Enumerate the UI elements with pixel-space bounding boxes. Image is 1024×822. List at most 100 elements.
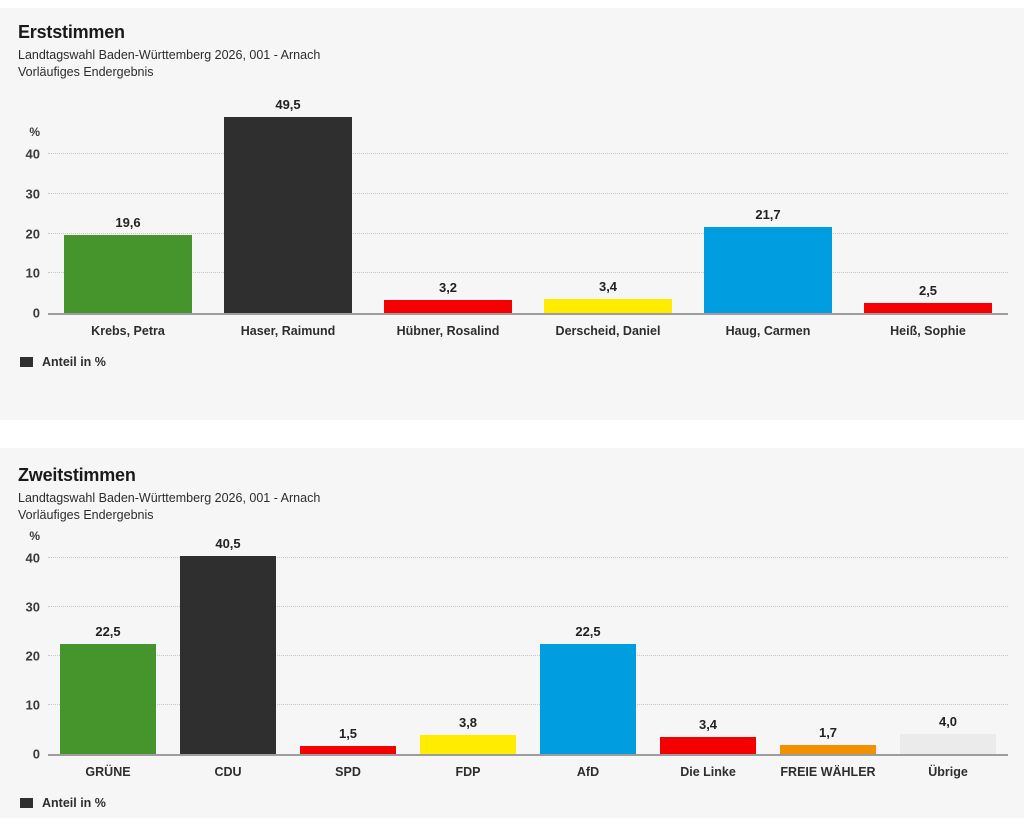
y-tick-label: 20 bbox=[25, 226, 40, 242]
bar-slot: 22,5 bbox=[48, 546, 168, 754]
y-tick-label: 20 bbox=[25, 648, 40, 664]
y-tick-label: 40 bbox=[25, 550, 40, 566]
bar-chart-zweitstimmen: 40 30 20 10 0% 22,5 40,5 1,5 3,8 22,5 3,4 1,7 4,0 GR… bbox=[26, 530, 1008, 779]
bar-slot: 4,0 bbox=[888, 546, 1008, 754]
bar-value-label: 4,0 bbox=[938, 714, 958, 730]
gridline bbox=[48, 654, 1008, 656]
bar: 21,7 bbox=[704, 208, 832, 313]
y-tick-label: 0 bbox=[32, 305, 40, 321]
bar-slot: 3,8 bbox=[408, 546, 528, 754]
bar-slot: 19,6 bbox=[48, 115, 208, 313]
legend-label: Anteil in % bbox=[42, 795, 106, 810]
x-axis-labels: GRÜNE CDU SPD FDP AfD Die Linke FREIE WÄHLER Üb… bbox=[48, 756, 1008, 779]
bar: 3,8 bbox=[420, 716, 516, 754]
bar: 4,0 bbox=[900, 715, 996, 754]
gridline bbox=[48, 272, 1008, 274]
bar: 2,5 bbox=[864, 284, 992, 313]
bar-value-label: 19,6 bbox=[115, 215, 141, 231]
bar-value-label: 3,4 bbox=[598, 279, 618, 295]
x-axis-label: Hübner, Rosalind bbox=[396, 323, 500, 338]
bar-slot: 3,4 bbox=[648, 546, 768, 754]
bar: 22,5 bbox=[60, 625, 156, 754]
x-axis-label: GRÜNE bbox=[85, 764, 131, 779]
x-axis-label: SPD bbox=[335, 764, 361, 779]
bar: 3,4 bbox=[660, 718, 756, 754]
bar: 3,4 bbox=[544, 280, 672, 313]
bar-value-label: 21,7 bbox=[755, 206, 781, 222]
bar-value-label: 49,5 bbox=[275, 96, 301, 112]
bar-value-label: 1,7 bbox=[818, 725, 838, 741]
y-tick-label: 30 bbox=[25, 186, 40, 202]
gridline bbox=[48, 557, 1008, 558]
x-axis-label: Derscheid, Daniel bbox=[555, 323, 661, 338]
bars-container: 19,6 49,5 3,2 3,4 21,7 2,5 bbox=[48, 98, 1008, 313]
legend-label: Anteil in % bbox=[42, 354, 106, 369]
gridline bbox=[48, 192, 1008, 194]
y-axis-unit-label: % bbox=[29, 529, 40, 543]
bar-slot: 49,5 bbox=[208, 98, 368, 313]
bar-slot: 22,5 bbox=[528, 546, 648, 754]
x-axis-label: FREIE WÄHLER bbox=[780, 764, 876, 779]
panel-divider bbox=[0, 420, 1024, 448]
x-axis-label: Die Linke bbox=[680, 764, 736, 779]
bar: 3,2 bbox=[384, 281, 512, 313]
x-axis-label: Haser, Raimund bbox=[240, 323, 336, 338]
chart-title-erststimmen: Erststimmen bbox=[18, 22, 125, 42]
bar-slot: 1,5 bbox=[288, 546, 408, 754]
bar-value-label: 3,8 bbox=[458, 715, 478, 731]
y-tick-label: 40 bbox=[25, 146, 40, 162]
gridline bbox=[48, 153, 1008, 155]
bar-slot: 21,7 bbox=[688, 115, 848, 313]
bar-chart-erststimmen: 40 30 20 10 0% 19,6 49,5 3,2 3,4 21,7 2,5 Krebs, P… bbox=[26, 98, 1008, 338]
bar-slot: 40,5 bbox=[168, 537, 288, 754]
gridline bbox=[48, 232, 1008, 234]
bar-value-label: 3,2 bbox=[438, 280, 458, 296]
zweitstimmen-panel: Zweitstimmen Landtagswahl Baden-Württemb… bbox=[0, 448, 1024, 818]
y-tick-label: 10 bbox=[25, 265, 40, 281]
bar: 40,5 bbox=[180, 537, 276, 754]
bar-slot: 3,2 bbox=[368, 115, 528, 313]
chart-subtitle-line2: Vorläufiges Endergebnis bbox=[18, 64, 154, 79]
x-axis-label: Krebs, Petra bbox=[91, 323, 165, 338]
y-tick-label: 30 bbox=[25, 599, 40, 615]
erststimmen-panel: Erststimmen Landtagswahl Baden-Württembe… bbox=[0, 8, 1024, 420]
bar: 19,6 bbox=[64, 216, 192, 313]
bars-container: 22,5 40,5 1,5 3,8 22,5 3,4 1,7 4,0 bbox=[48, 537, 1008, 754]
bar: 1,5 bbox=[300, 727, 396, 754]
bar-slot: 2,5 bbox=[848, 115, 1008, 313]
y-axis-unit-label: % bbox=[29, 125, 40, 140]
bar: 22,5 bbox=[540, 625, 636, 754]
bar-value-label: 22,5 bbox=[95, 623, 121, 639]
bar-slot: 1,7 bbox=[768, 546, 888, 754]
bar-value-label: 22,5 bbox=[575, 623, 601, 639]
x-axis-label: Übrige bbox=[928, 764, 968, 779]
x-axis-label: AfD bbox=[576, 764, 600, 779]
plot-area: 40 30 20 10 0% 19,6 49,5 3,2 3,4 21,7 2,5 bbox=[26, 98, 1008, 319]
bar: 49,5 bbox=[224, 98, 352, 313]
x-axis-label: CDU bbox=[214, 764, 242, 779]
x-axis-labels: Krebs, Petra Haser, Raimund Hübner, Rosali… bbox=[48, 315, 1008, 338]
gridline bbox=[48, 605, 1008, 607]
legend-swatch-icon bbox=[20, 356, 33, 367]
bar-value-label: 40,5 bbox=[215, 535, 241, 551]
bar-value-label: 3,4 bbox=[698, 717, 718, 733]
gridline bbox=[48, 703, 1008, 705]
chart-subtitle-line2: Vorläufiges Endergebnis bbox=[18, 507, 154, 522]
legend: Anteil in % bbox=[20, 796, 1014, 810]
bar-slot: 3,4 bbox=[528, 115, 688, 313]
x-axis-label: Haug, Carmen bbox=[725, 323, 811, 338]
chart-subtitle-line1: Landtagswahl Baden-Württemberg 2026, 001… bbox=[18, 491, 321, 505]
chart-title-zweitstimmen: Zweitstimmen bbox=[18, 465, 136, 485]
bar-value-label: 2,5 bbox=[918, 282, 938, 298]
y-tick-label: 0 bbox=[32, 746, 40, 762]
plot-area: 40 30 20 10 0% 22,5 40,5 1,5 3,8 22,5 3,4 1,7 4,0 bbox=[26, 530, 1008, 760]
legend: Anteil in % bbox=[20, 355, 1014, 369]
y-tick-label: 10 bbox=[25, 697, 40, 713]
legend-swatch-icon bbox=[20, 797, 33, 808]
x-axis-label: Heiß, Sophie bbox=[890, 323, 966, 338]
chart-subtitle-line1: Landtagswahl Baden-Württemberg 2026, 001… bbox=[18, 48, 321, 62]
bar-value-label: 1,5 bbox=[338, 726, 358, 742]
x-axis-label: FDP bbox=[455, 764, 481, 779]
bar: 1,7 bbox=[780, 726, 876, 754]
